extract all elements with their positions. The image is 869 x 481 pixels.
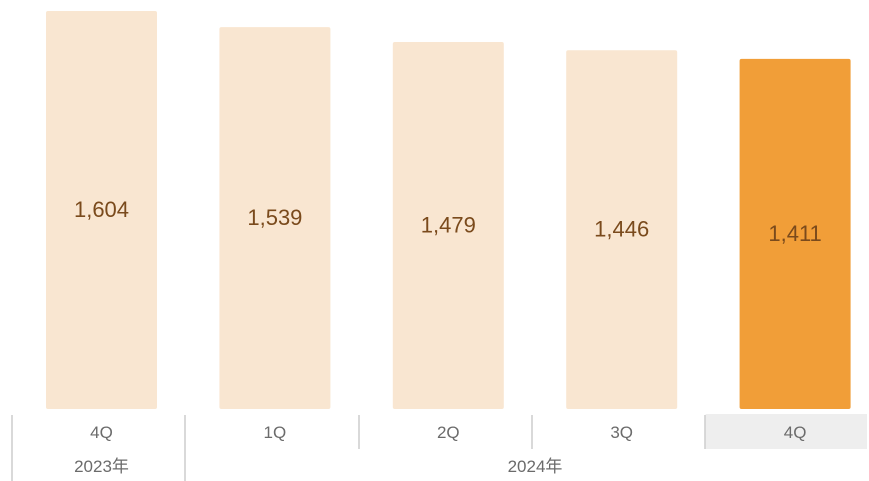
category-label-2: 2Q <box>437 423 460 442</box>
bar-1 <box>219 27 331 410</box>
bar-4 <box>739 58 851 409</box>
category-label-4: 4Q <box>784 423 807 442</box>
x-axis: 4Q 1Q 2Q 3Q 4Q 2023年 2024年 <box>11 415 807 481</box>
label-background-layer <box>705 414 867 449</box>
value-labels-layer: 1,604 1,539 1,479 1,446 1,411 <box>74 197 822 246</box>
bar-3 <box>566 50 678 409</box>
category-label-0: 4Q <box>90 423 113 442</box>
value-label-3: 1,446 <box>594 217 649 242</box>
category-label-1: 1Q <box>264 423 287 442</box>
value-label-0: 1,604 <box>74 197 129 222</box>
bar-0 <box>46 11 157 409</box>
highlight-label-background <box>705 414 867 449</box>
value-label-1: 1,539 <box>247 205 302 230</box>
category-label-3: 3Q <box>610 423 633 442</box>
year-label-0: 2023年 <box>74 457 129 476</box>
bar-2 <box>392 42 504 410</box>
year-label-1: 2024年 <box>508 457 563 476</box>
value-label-4: 1,411 <box>768 221 821 246</box>
value-label-2: 1,479 <box>421 213 476 238</box>
bars-layer <box>46 11 851 410</box>
